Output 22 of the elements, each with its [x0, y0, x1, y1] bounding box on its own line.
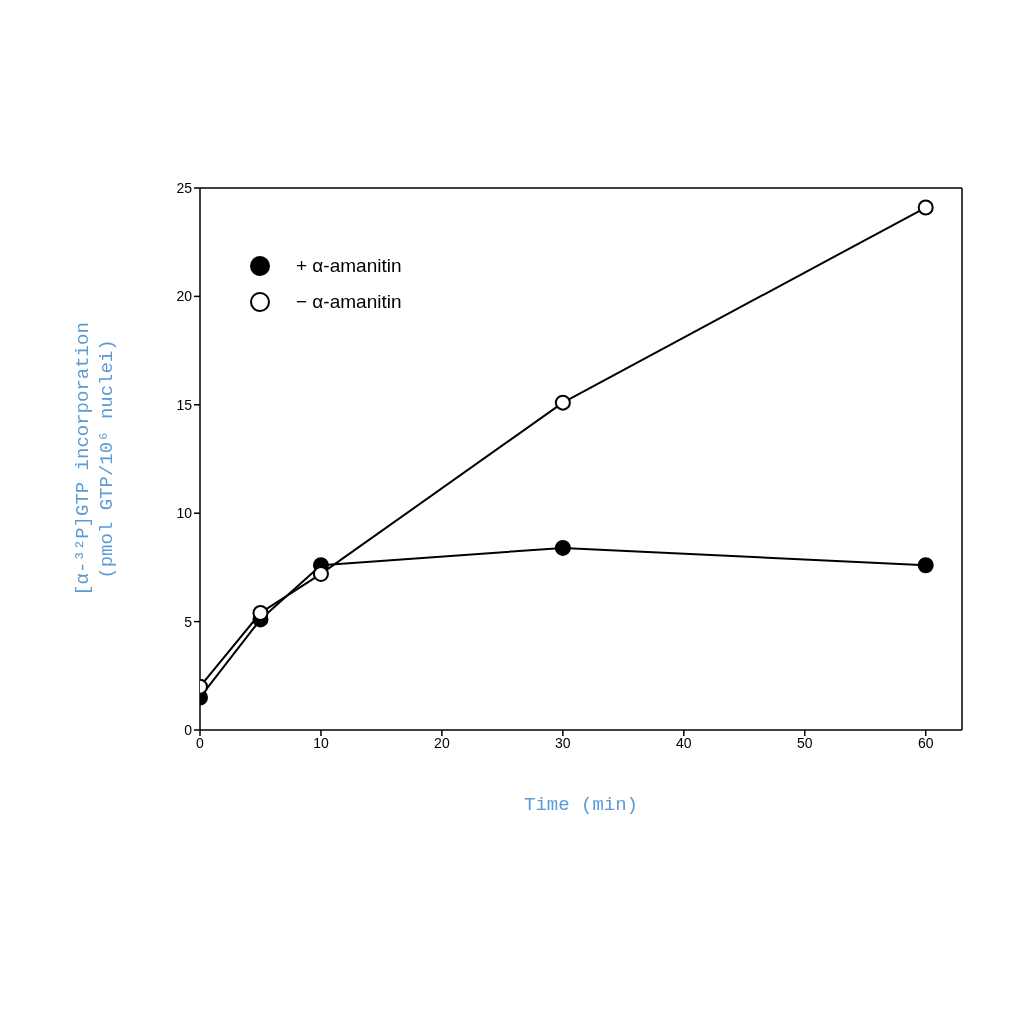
x-tick-label: 50 [796, 734, 813, 751]
legend-label: + α-amanitin [296, 255, 402, 277]
x-tick-label: 30 [555, 734, 571, 751]
x-tick-label: 0 [196, 734, 205, 751]
point [554, 394, 571, 411]
x-axis-title: Time (min) [523, 794, 639, 816]
point [917, 199, 934, 216]
point [554, 539, 571, 556]
x-tick-label: 40 [676, 734, 692, 751]
x-tick-label: 10 [313, 734, 329, 751]
point [917, 557, 934, 574]
legend-label: − α-amanitin [296, 291, 402, 313]
y-axis-title: [α-³²P]GTP incorporation (pmol GTP/10⁶ nuclei) [72, 322, 118, 596]
y-tick-label: 10 [176, 505, 193, 522]
x-tick-label: 60 [917, 734, 934, 751]
y-tick-label: 0 [184, 721, 193, 738]
point [252, 604, 269, 621]
y-tick-label: 5 [184, 613, 193, 630]
y-tick-label: 20 [176, 288, 193, 305]
x-tick-label: 20 [434, 734, 450, 751]
y-tick-label: 15 [176, 396, 193, 413]
y-tick-label: 25 [176, 179, 193, 196]
